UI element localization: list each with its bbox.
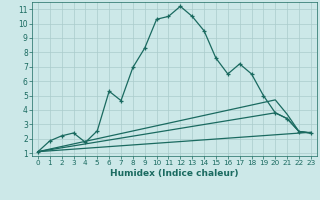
X-axis label: Humidex (Indice chaleur): Humidex (Indice chaleur) <box>110 169 239 178</box>
